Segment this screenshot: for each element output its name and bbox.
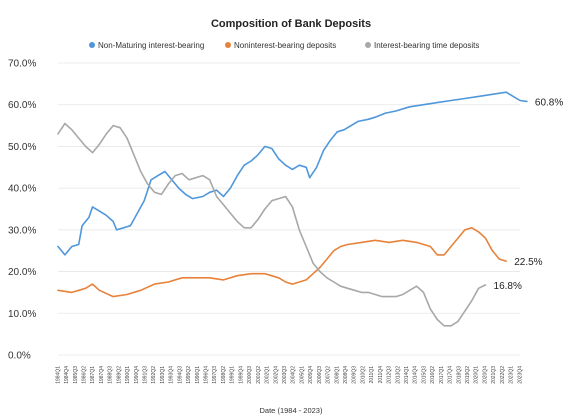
series-lines [57,91,528,327]
series-line [57,122,487,327]
x-tick-label: 2007Q2 [326,366,332,384]
end-labels: 60.8% 22.5% 16.8% [494,97,564,292]
x-tick-label: 2022Q2 [500,366,506,384]
x-tick-label: 1993Q1 [160,366,166,384]
y-tick-label: 0.0% [8,351,31,362]
x-tick-label: 1987Q1 [90,366,96,384]
x-tick-label: 2023Q1 [509,366,515,384]
x-tick-label: 1987Q4 [99,366,105,384]
x-tick-label: 1998Q2 [221,366,227,384]
end-value-label: 60.8% [535,97,563,108]
x-tick-label: 1990Q1 [125,366,131,384]
x-tick-label: 1994Q3 [177,366,183,384]
x-tick-label: 2002Q1 [265,366,271,384]
x-tick-label: 2004Q2 [291,366,297,384]
x-tick-label: 2006Q3 [317,366,323,384]
x-tick-label: 2019Q2 [465,366,471,384]
x-tick-label: 2002Q4 [273,366,279,384]
y-tick-label: 20.0% [8,267,36,278]
x-tick-label: 2016Q2 [430,366,436,384]
x-tick-label: 2013Q2 [395,366,401,384]
x-axis: 1984Q1 1984Q4 1985Q3 1986Q2 1987Q1 1987Q4 1988… [55,366,523,384]
x-tick-label: 2008Q1 [334,366,340,384]
series-line [57,227,508,298]
y-tick-label: 70.0% [8,59,36,70]
x-tick-label: 1991Q3 [142,366,148,384]
x-tick-label: 1997Q3 [212,366,218,384]
x-tick-label: 1999Q4 [238,366,244,384]
x-tick-label: 2014Q1 [404,366,410,384]
x-tick-label: 2000Q3 [247,366,253,384]
x-tick-label: 2005Q1 [299,366,305,384]
y-tick-label: 10.0% [8,309,36,320]
x-tick-label: 1989Q2 [116,366,122,384]
legend: Non-Maturing interest-bearing Noninterest… [89,41,479,50]
x-axis-label: Date (1984 - 2023) [260,406,323,415]
x-tick-label: 1984Q4 [64,366,70,384]
series-line [57,91,528,256]
x-tick-label: 2010Q2 [360,366,366,384]
x-tick-label: 1999Q1 [230,366,236,384]
x-tick-label: 2011Q4 [378,366,384,384]
x-tick-label: 2014Q4 [413,366,419,384]
y-tick-label: 40.0% [8,184,36,195]
x-tick-label: 2015Q3 [421,366,427,384]
y-tick-label: 60.0% [8,100,36,111]
x-tick-label: 2009Q3 [352,366,358,384]
legend-item: Noninterest-bearing deposits [225,41,336,50]
legend-label: Interest-bearing time deposits [374,41,479,50]
end-value-label: 22.5% [514,257,542,268]
legend-marker [225,42,231,48]
legend-marker [365,42,371,48]
x-tick-label: 1992Q2 [151,366,157,384]
legend-item: Non-Maturing interest-bearing [89,41,204,50]
y-axis: 0.0% 10.0% 20.0% 30.0% 40.0% 50.0% 60.0% 70.0% [8,59,36,362]
x-tick-label: 2018Q3 [456,366,462,384]
x-tick-label: 1984Q1 [55,366,61,384]
x-tick-label: 1986Q2 [81,366,87,384]
x-tick-label: 2005Q4 [308,366,314,384]
y-tick-label: 50.0% [8,142,36,153]
legend-label: Non-Maturing interest-bearing [98,41,204,50]
x-tick-label: 2012Q3 [387,366,393,384]
x-tick-label: 1996Q1 [195,366,201,384]
grid-lines [58,62,520,356]
legend-marker [89,42,95,48]
x-tick-label: 2023Q4 [517,366,523,384]
x-tick-label: 1985Q3 [73,366,79,384]
chart-title: Composition of Bank Deposits [211,18,371,30]
x-tick-label: 1990Q4 [134,366,140,384]
x-tick-label: 2017Q4 [448,366,454,384]
x-tick-label: 2021Q3 [491,366,497,384]
x-tick-label: 2020Q4 [482,366,488,384]
legend-item: Interest-bearing time deposits [365,41,479,50]
x-tick-label: 1996Q4 [204,366,210,384]
x-tick-label: 2008Q4 [343,366,349,384]
x-tick-label: 2020Q1 [474,366,480,384]
x-tick-label: 1993Q4 [169,366,175,384]
x-tick-label: 2011Q1 [369,366,375,384]
y-tick-label: 30.0% [8,225,36,236]
x-tick-label: 1995Q2 [186,366,192,384]
x-tick-label: 2017Q1 [439,366,445,384]
legend-label: Noninterest-bearing deposits [234,41,336,50]
x-tick-label: 1988Q3 [108,366,114,384]
end-value-label: 16.8% [494,281,522,292]
x-tick-label: 2001Q2 [256,366,262,384]
x-tick-label: 2003Q3 [282,366,288,384]
